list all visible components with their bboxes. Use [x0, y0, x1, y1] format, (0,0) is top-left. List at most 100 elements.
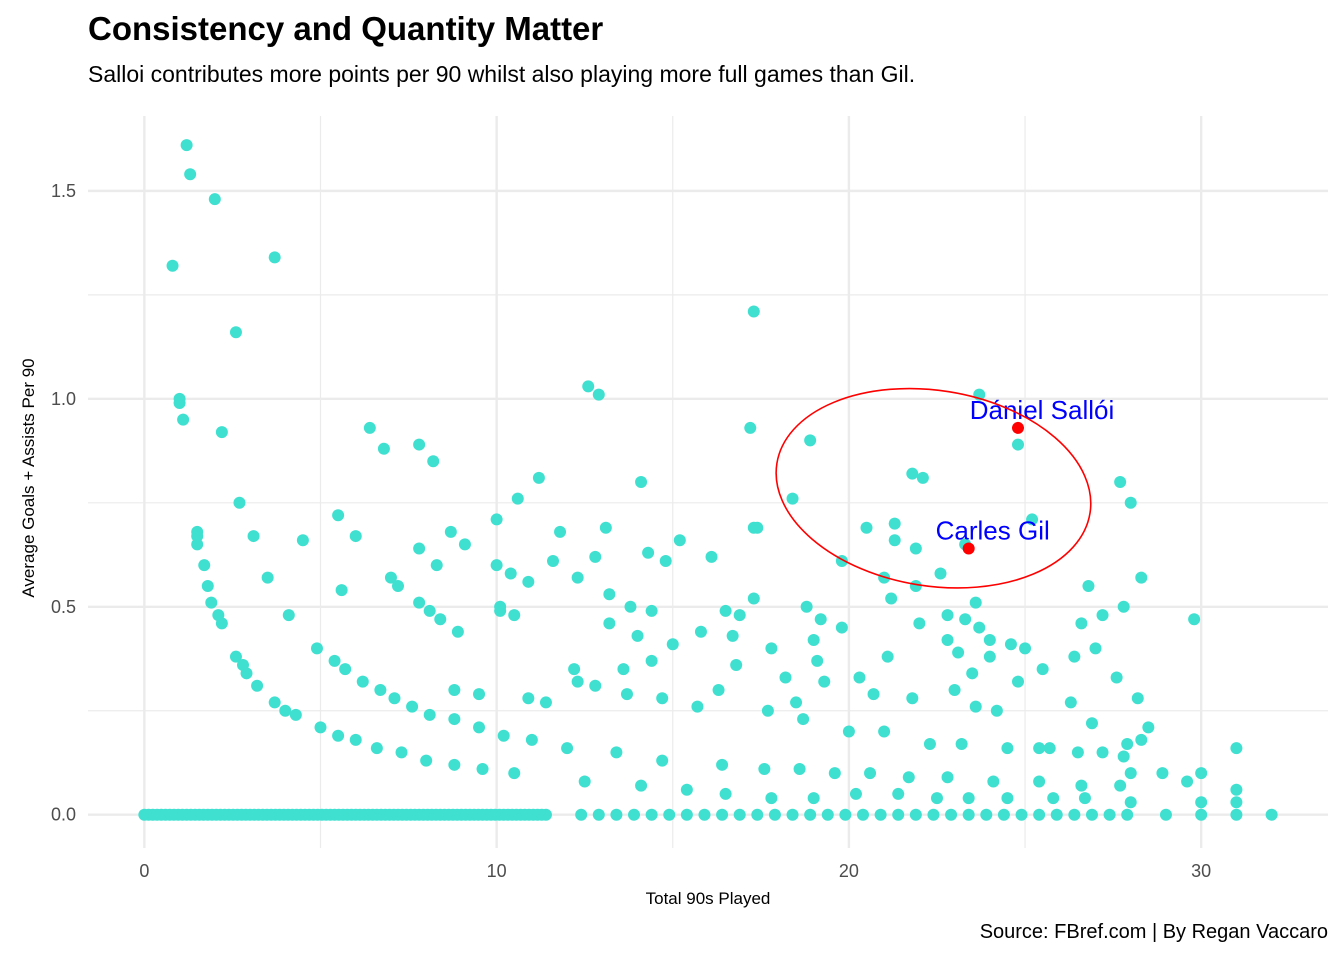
data-point: [751, 808, 764, 821]
data-point: [864, 767, 877, 780]
data-point: [191, 530, 204, 543]
y-axis-title: Average Goals + Assists Per 90: [19, 358, 38, 597]
data-point: [173, 396, 186, 409]
data-point: [835, 621, 848, 634]
data-point: [1071, 746, 1084, 759]
data-point: [582, 380, 595, 393]
data-point: [853, 671, 866, 684]
data-point: [603, 617, 616, 630]
data-point: [332, 729, 345, 742]
data-point: [1068, 808, 1081, 821]
data-point: [458, 538, 471, 551]
data-point: [842, 725, 855, 738]
data-point: [356, 675, 369, 688]
data-point: [1033, 742, 1046, 755]
data-point: [490, 559, 503, 572]
data-point: [620, 688, 633, 701]
data-point: [1085, 717, 1098, 730]
data-point: [1019, 642, 1032, 655]
data-point: [205, 596, 218, 609]
data-point: [1026, 513, 1039, 526]
data-point: [680, 808, 693, 821]
data-point: [511, 492, 524, 505]
data-point: [1135, 571, 1148, 584]
data-point: [635, 476, 648, 488]
data-point: [719, 787, 732, 800]
data-point: [1117, 600, 1130, 613]
x-tick-label: 10: [487, 861, 507, 881]
data-point: [990, 704, 1003, 717]
data-point: [768, 808, 781, 821]
data-point: [388, 692, 401, 705]
data-point: [656, 692, 669, 705]
data-point: [430, 559, 443, 572]
data-point: [279, 704, 292, 717]
data-point: [839, 808, 852, 821]
data-point: [1050, 808, 1063, 821]
data-point: [617, 663, 630, 676]
data-point: [1230, 796, 1243, 809]
data-point: [1195, 767, 1208, 780]
data-point: [494, 604, 507, 617]
data-point: [973, 621, 986, 634]
data-point: [955, 738, 968, 751]
data-point: [539, 696, 552, 709]
data-point: [423, 708, 436, 721]
data-point: [201, 579, 214, 592]
data-point: [997, 808, 1010, 821]
data-point: [892, 787, 905, 800]
data-point: [1036, 663, 1049, 676]
data-point: [473, 721, 486, 734]
data-point: [804, 808, 817, 821]
data-point: [1103, 808, 1116, 821]
data-point: [289, 708, 302, 721]
data-point: [522, 692, 535, 705]
data-point: [987, 775, 1000, 788]
data-point: [1195, 796, 1208, 809]
data-point: [1089, 642, 1102, 655]
data-point: [635, 779, 648, 792]
data-point: [191, 538, 204, 551]
data-point: [948, 683, 961, 696]
data-point: [811, 654, 824, 667]
data-points: [138, 139, 1278, 821]
data-point: [628, 808, 641, 821]
data-point: [1085, 808, 1098, 821]
data-point: [413, 596, 426, 609]
data-point: [575, 808, 588, 821]
data-point: [1117, 750, 1130, 763]
data-point: [384, 571, 397, 584]
data-point: [434, 613, 447, 626]
data-point: [349, 733, 362, 746]
data-point: [945, 808, 958, 821]
data-point: [962, 808, 975, 821]
data-point: [691, 700, 704, 713]
data-point: [610, 746, 623, 759]
data-point: [1043, 742, 1056, 755]
data-point: [645, 654, 658, 667]
data-point: [215, 426, 228, 439]
data-point: [790, 696, 803, 709]
data-point: [1124, 496, 1137, 509]
data-point: [818, 675, 831, 688]
data-point: [881, 650, 894, 663]
data-point: [578, 775, 591, 788]
data-point: [793, 762, 806, 775]
data-point: [797, 713, 810, 726]
data-point: [642, 546, 655, 559]
data-point: [716, 808, 729, 821]
data-point: [592, 808, 605, 821]
data-point: [888, 517, 901, 530]
data-point: [229, 326, 242, 339]
data-point: [624, 600, 637, 613]
data-point: [423, 604, 436, 617]
data-point: [878, 725, 891, 738]
data-point: [761, 704, 774, 717]
player-label: Carles Gil: [936, 516, 1050, 546]
highlight-ellipse: [775, 387, 1092, 589]
data-point: [1230, 783, 1243, 796]
y-tick-label: 0.0: [51, 805, 76, 825]
y-tick-label: 0.5: [51, 597, 76, 617]
data-point: [268, 251, 281, 264]
data-point: [969, 700, 982, 713]
